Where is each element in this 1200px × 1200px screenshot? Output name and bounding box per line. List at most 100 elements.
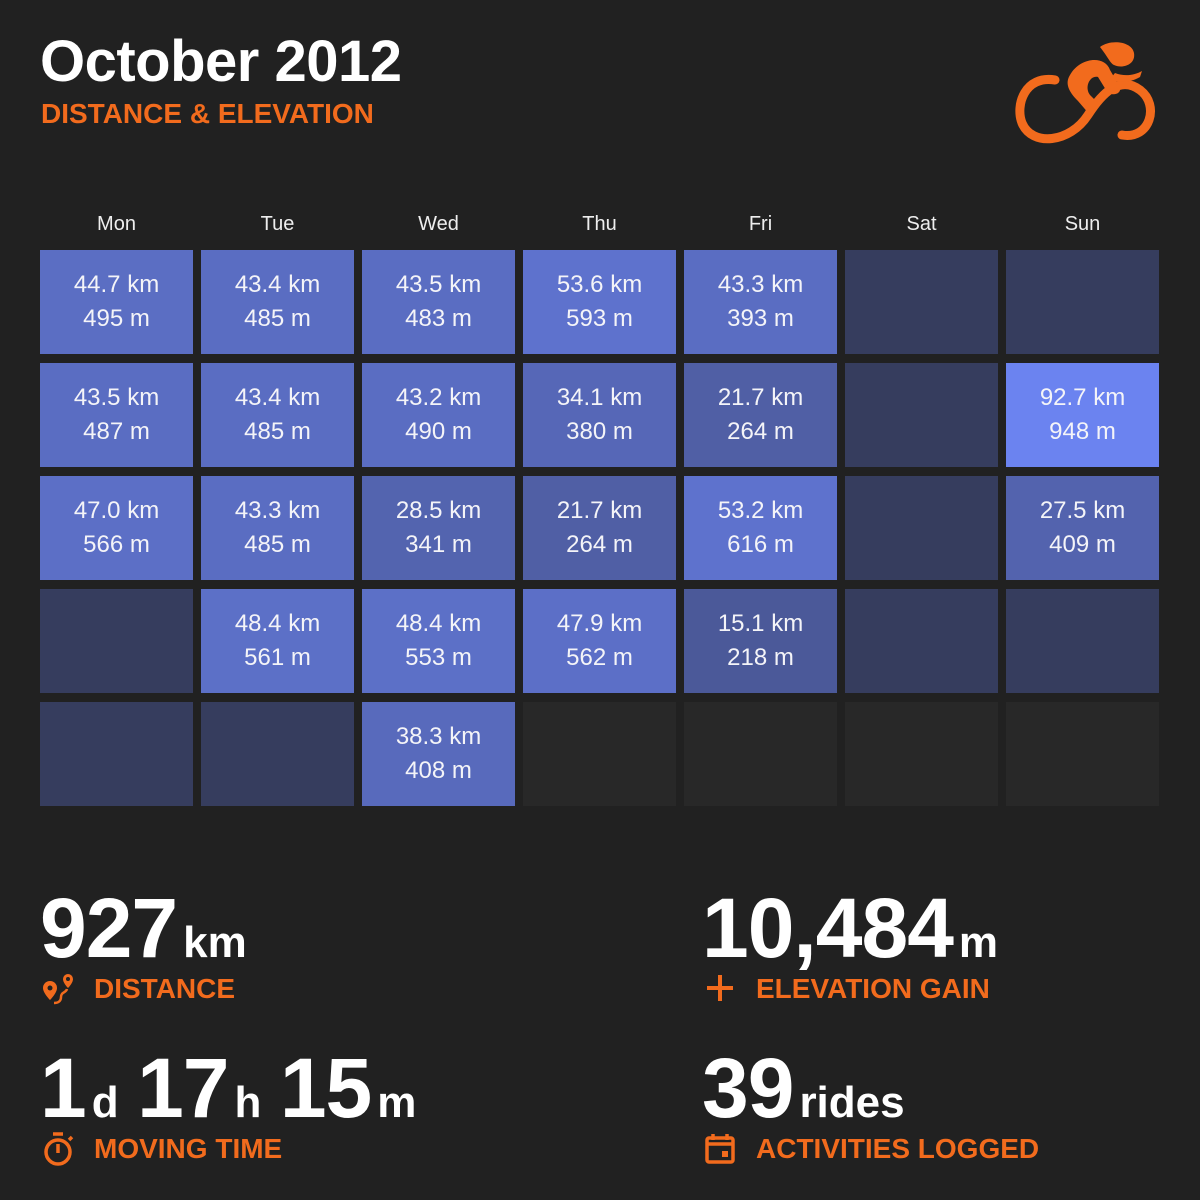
day-distance: 43.3 km — [717, 271, 804, 298]
elevation-value: 10,484 — [702, 881, 954, 975]
rides-value: 39 — [702, 1041, 794, 1135]
calendar-day-ride: 21.7 km 264 m — [523, 476, 676, 580]
stopwatch-icon — [44, 1132, 74, 1166]
weekday-label: Tue — [260, 213, 295, 235]
calendar-day-empty — [40, 589, 193, 693]
days-unit: d — [91, 1078, 119, 1127]
page-subtitle: DISTANCE & ELEVATION — [41, 98, 374, 129]
distance-unit: km — [183, 918, 247, 967]
day-elevation: 341 m — [405, 531, 472, 558]
day-distance: 43.4 km — [234, 271, 321, 298]
elevation-unit: m — [958, 918, 999, 967]
day-distance: 15.1 km — [717, 610, 804, 637]
day-distance: 43.2 km — [395, 384, 482, 411]
day-elevation: 483 m — [405, 305, 472, 332]
calendar-day-ride: 43.3 km 485 m — [201, 476, 354, 580]
calendar-day-ride: 43.5 km 487 m — [40, 363, 193, 467]
calendar-day-empty — [1006, 589, 1159, 693]
calendar-day-ride: 15.1 km 218 m — [684, 589, 837, 693]
day-elevation: 562 m — [566, 644, 633, 671]
day-elevation: 380 m — [566, 418, 633, 445]
day-elevation: 409 m — [1049, 531, 1116, 558]
rides-unit: rides — [799, 1078, 905, 1127]
distance-value: 927 — [40, 881, 178, 975]
calendar-day-ride: 48.4 km 561 m — [201, 589, 354, 693]
day-distance: 21.7 km — [556, 497, 643, 524]
moving-time-minutes: 15 — [279, 1041, 372, 1135]
page-title: October 2012 — [40, 29, 402, 94]
day-elevation: 553 m — [405, 644, 472, 671]
day-distance: 27.5 km — [1039, 497, 1126, 524]
day-distance: 38.3 km — [395, 723, 482, 750]
rides-stat: 39 rides ACTIVITIES LOGGED — [702, 1040, 1039, 1167]
calendar-day-ride: 21.7 km 264 m — [684, 363, 837, 467]
moving-time-days: 1 — [40, 1041, 87, 1135]
day-distance: 48.4 km — [395, 610, 482, 637]
day-distance: 21.7 km — [717, 384, 804, 411]
calendar-day-ride: 38.3 km 408 m — [362, 702, 515, 806]
day-elevation: 393 m — [727, 305, 794, 332]
moving-time-hours: 17 — [137, 1041, 229, 1135]
calendar-day-ride: 53.6 km 593 m — [523, 250, 676, 354]
calendar-day-ride: 92.7 km 948 m — [1006, 363, 1159, 467]
rides-label: ACTIVITIES LOGGED — [756, 1133, 1040, 1164]
moving-time-label: MOVING TIME — [94, 1133, 283, 1164]
calendar-day-empty — [1006, 250, 1159, 354]
calendar-day-empty — [201, 702, 354, 806]
day-distance: 92.7 km — [1039, 384, 1126, 411]
day-distance: 53.2 km — [717, 497, 804, 524]
calendar-cell-outside-month — [523, 702, 676, 806]
calendar-day-ride: 27.5 km 409 m — [1006, 476, 1159, 580]
weekday-label: Wed — [418, 213, 459, 235]
day-distance: 43.3 km — [234, 497, 321, 524]
day-distance: 28.5 km — [395, 497, 482, 524]
day-distance: 47.0 km — [73, 497, 160, 524]
calendar-day-ride: 34.1 km 380 m — [523, 363, 676, 467]
day-distance: 47.9 km — [556, 610, 643, 637]
calendar-day-empty — [845, 589, 998, 693]
hours-unit: h — [234, 1078, 262, 1127]
calendar-icon — [705, 1134, 735, 1164]
day-distance: 44.7 km — [73, 271, 160, 298]
calendar-day-ride: 28.5 km 341 m — [362, 476, 515, 580]
calendar-day-ride: 43.4 km 485 m — [201, 250, 354, 354]
day-distance: 43.5 km — [395, 271, 482, 298]
day-distance: 43.5 km — [73, 384, 160, 411]
day-elevation: 487 m — [83, 418, 150, 445]
calendar-day-empty — [845, 250, 998, 354]
calendar-grid: 44.7 km 495 m 43.4 km 485 m 43.5 km 483 m 53.6… — [40, 250, 1159, 806]
day-distance: 48.4 km — [234, 610, 321, 637]
day-elevation: 218 m — [727, 644, 794, 671]
calendar-day-ride: 43.5 km 483 m — [362, 250, 515, 354]
day-elevation: 495 m — [83, 305, 150, 332]
distance-stat: 927 km DISTANCE — [40, 880, 247, 1007]
cyclist-icon — [1015, 42, 1155, 144]
day-distance: 53.6 km — [556, 271, 643, 298]
day-elevation: 485 m — [244, 418, 311, 445]
calendar-cell-outside-month — [845, 702, 998, 806]
day-distance: 34.1 km — [556, 384, 643, 411]
calendar-cell-outside-month — [684, 702, 837, 806]
calendar-day-ride: 48.4 km 553 m — [362, 589, 515, 693]
weekday-label: Mon — [97, 213, 136, 235]
calendar-day-ride: 44.7 km 495 m — [40, 250, 193, 354]
calendar-cell-outside-month — [1006, 702, 1159, 806]
weekday-label: Sun — [1064, 213, 1101, 235]
day-elevation: 264 m — [566, 531, 633, 558]
day-elevation: 593 m — [566, 305, 633, 332]
calendar-day-ride: 47.0 km 566 m — [40, 476, 193, 580]
calendar-day-ride: 53.2 km 616 m — [684, 476, 837, 580]
day-elevation: 408 m — [405, 757, 472, 784]
day-distance: 43.4 km — [234, 384, 321, 411]
day-elevation: 616 m — [727, 531, 794, 558]
weekday-label: Sat — [906, 213, 937, 235]
calendar-day-ride: 47.9 km 562 m — [523, 589, 676, 693]
day-elevation: 948 m — [1049, 418, 1116, 445]
route-icon — [43, 974, 73, 1005]
calendar-day-ride: 43.3 km 393 m — [684, 250, 837, 354]
elevation-label: ELEVATION GAIN — [756, 973, 990, 1004]
day-elevation: 485 m — [244, 531, 311, 558]
calendar-day-empty — [845, 476, 998, 580]
weekday-label: Thu — [582, 213, 617, 235]
